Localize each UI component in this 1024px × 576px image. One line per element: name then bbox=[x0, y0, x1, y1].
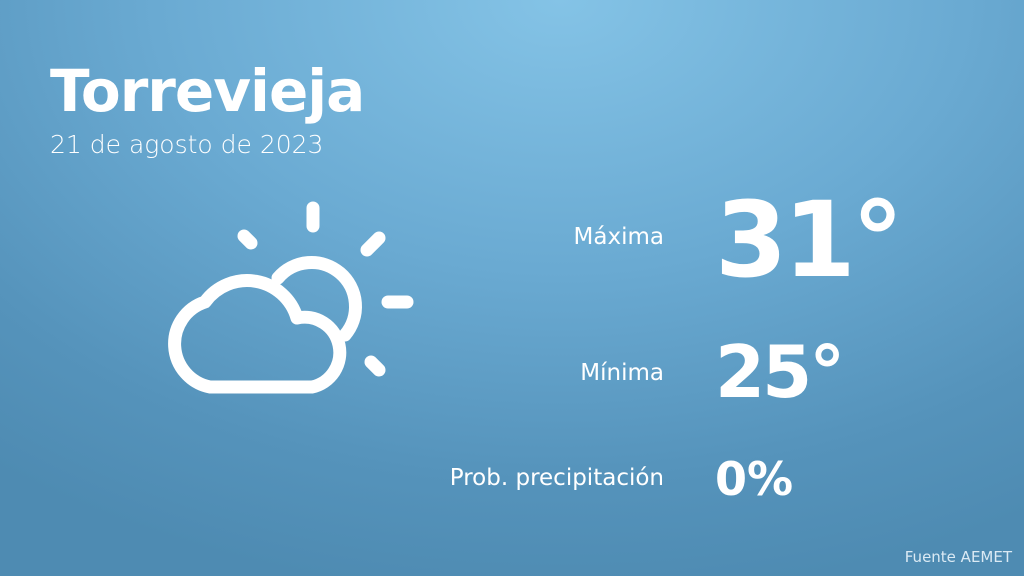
max-temp-value: 31° bbox=[715, 179, 904, 301]
min-temp-label: Mínima bbox=[580, 360, 664, 386]
sun-icon bbox=[237, 201, 414, 377]
min-temp-value: 25° bbox=[715, 330, 845, 414]
forecast-date: 21 de agosto de 2023 bbox=[50, 130, 324, 159]
max-temp-label: Máxima bbox=[573, 224, 664, 250]
source-credit: Fuente AEMET bbox=[904, 548, 1012, 566]
city-title: Torrevieja bbox=[50, 57, 365, 125]
precip-value: 0% bbox=[715, 452, 794, 506]
precip-label: Prob. precipitación bbox=[449, 465, 664, 491]
cloud-icon bbox=[168, 274, 347, 394]
